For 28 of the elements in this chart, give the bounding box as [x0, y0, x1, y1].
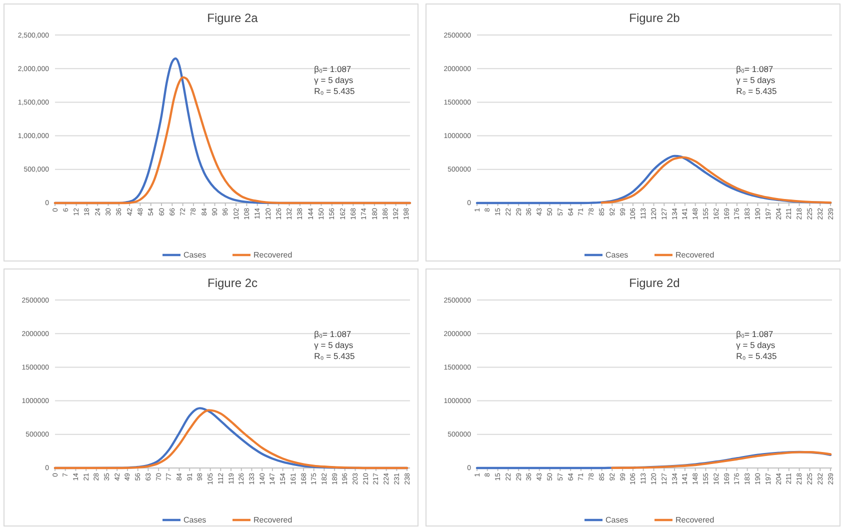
annotation: γ = 5 days: [314, 340, 354, 350]
legend-label: Cases: [184, 250, 206, 260]
legend-label: Cases: [184, 516, 206, 525]
annotation: γ = 5 days: [314, 74, 354, 85]
line-series: [476, 154, 832, 204]
annotation: β₀= 1.087: [314, 64, 352, 74]
annotation: γ = 5 days: [736, 74, 776, 85]
annotation: R₀ = 5.435: [736, 86, 778, 96]
chart-title: Figure 2b: [629, 11, 680, 25]
annotation: R₀ = 5.435: [736, 350, 778, 361]
legend-label: Recovered: [254, 250, 292, 260]
chart-title: Figure 2a: [207, 11, 258, 25]
chart-title: Figure 2d: [629, 276, 680, 290]
annotation: R₀ = 5.435: [314, 350, 356, 361]
line-series: [611, 451, 832, 469]
legend-label: Cases: [606, 250, 628, 260]
annotation: β₀= 1.087: [314, 328, 352, 339]
line-series: [600, 156, 832, 204]
annotation: R₀ = 5.435: [314, 86, 356, 96]
annotation: β₀= 1.087: [736, 328, 774, 339]
annotation: γ = 5 days: [736, 340, 776, 350]
legend-label: Cases: [606, 516, 628, 525]
legend-label: Recovered: [676, 516, 714, 525]
legend-label: Recovered: [254, 516, 292, 525]
line-series: [476, 450, 832, 470]
legend-label: Recovered: [676, 250, 714, 260]
annotation: β₀= 1.087: [736, 64, 774, 74]
chart-title: Figure 2c: [207, 276, 258, 290]
